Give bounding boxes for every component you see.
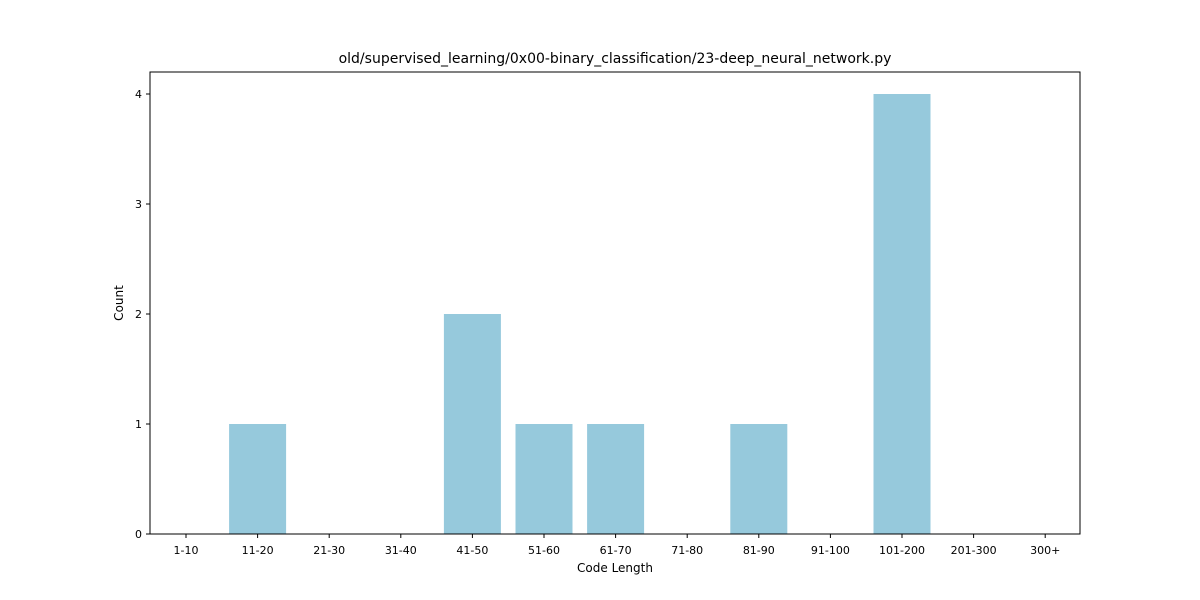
bars-group (229, 94, 931, 534)
x-tick-label: 300+ (1030, 544, 1060, 557)
bar-101-200 (873, 94, 931, 534)
x-tick-label: 81-90 (743, 544, 775, 557)
y-tick-label: 4 (135, 88, 142, 101)
x-tick-label: 41-50 (456, 544, 488, 557)
x-tick-label: 1-10 (174, 544, 199, 557)
y-axis: 0 1 2 3 4 (135, 88, 150, 541)
y-tick-label: 3 (135, 198, 142, 211)
x-tick-label: 101-200 (879, 544, 925, 557)
x-axis-label: Code Length (577, 561, 653, 575)
x-tick-label: 51-60 (528, 544, 560, 557)
x-tick-label: 31-40 (385, 544, 417, 557)
y-tick-label: 0 (135, 528, 142, 541)
x-tick-label: 21-30 (313, 544, 345, 557)
chart-title: old/supervised_learning/0x00-binary_clas… (339, 51, 892, 67)
bar-11-20 (229, 424, 287, 534)
bar-41-50 (443, 314, 501, 534)
x-axis: 1-10 11-20 21-30 31-40 41-50 51-60 61-70 71-80 8… (174, 534, 1060, 557)
x-tick-label: 61-70 (600, 544, 632, 557)
x-tick-label: 71-80 (671, 544, 703, 557)
x-tick-label: 201-300 (951, 544, 997, 557)
bar-51-60 (515, 424, 573, 534)
y-tick-label: 1 (135, 418, 142, 431)
x-tick-label: 91-100 (811, 544, 850, 557)
bar-61-70 (587, 424, 645, 534)
bar-81-90 (730, 424, 788, 534)
y-axis-label: Count (112, 285, 126, 321)
y-tick-label: 2 (135, 308, 142, 321)
x-tick-label: 11-20 (242, 544, 274, 557)
plot-frame (149, 71, 1081, 535)
